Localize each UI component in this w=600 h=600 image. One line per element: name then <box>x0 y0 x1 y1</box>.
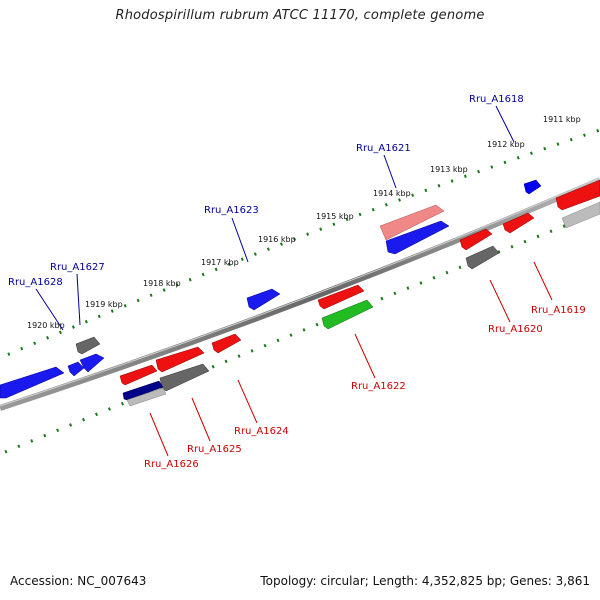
gene-rru-a1626[interactable] <box>122 380 164 401</box>
scale-label-1915: 1915 kbp <box>316 212 354 221</box>
leader-rru-a1621 <box>383 154 397 189</box>
gene-rru-a1622[interactable] <box>321 299 374 330</box>
label-rru-a1622[interactable]: Rru_A1622 <box>351 381 406 392</box>
label-rru-a1626[interactable]: Rru_A1626 <box>144 459 199 470</box>
label-rru-a1627[interactable]: Rru_A1627 <box>50 262 105 273</box>
gene-rru-a1620-grey[interactable] <box>465 245 500 270</box>
leader-rru-a1628 <box>35 288 64 331</box>
scale-label-1920: 1920 kbp <box>27 321 65 330</box>
label-rru-a1624[interactable]: Rru_A1624 <box>234 426 289 437</box>
leader-rru-a1620 <box>489 279 511 323</box>
map-title: Rhodospirillum rubrum ATCC 11170, comple… <box>115 8 485 23</box>
forward-genes <box>0 179 542 399</box>
label-rru-a1621[interactable]: Rru_A1621 <box>356 143 411 154</box>
gene-rru-a1620-red[interactable] <box>502 212 535 234</box>
scale-label-1914: 1914 kbp <box>373 189 411 198</box>
gene-rru-a1625-red[interactable] <box>155 346 205 373</box>
gene-rru-a1626-red[interactable] <box>119 364 158 386</box>
gene-rru-a1623[interactable] <box>246 288 281 311</box>
leader-rru-a1624 <box>237 379 258 424</box>
gene-rru-a1619[interactable] <box>555 179 600 211</box>
scale-label-1918: 1918 kbp <box>143 279 181 288</box>
scale-label-1913: 1913 kbp <box>430 165 468 174</box>
gene-labels: Rru_A1618 Rru_A1621 Rru_A1623 Rru_A1627 … <box>8 94 586 470</box>
gene-rru-a1619-shadow <box>561 201 600 229</box>
accession-label: Accession: NC_007643 <box>10 574 147 588</box>
gene-rru-a1622-red[interactable] <box>317 284 365 310</box>
gene-rru-a1629[interactable] <box>0 366 65 399</box>
gene-rru-a1618[interactable] <box>523 179 542 195</box>
gene-rru-a1627[interactable] <box>79 353 105 373</box>
gene-rru-a1624[interactable] <box>211 333 242 354</box>
gene-rru-a1628[interactable] <box>67 361 85 377</box>
gene-rru-a1626-shadow <box>126 387 167 407</box>
leader-rru-a1626 <box>149 412 169 457</box>
genome-stats-label: Topology: circular; Length: 4,352,825 bp… <box>260 574 590 588</box>
scale-label-1919: 1919 kbp <box>85 300 123 309</box>
label-rru-a1619[interactable]: Rru_A1619 <box>531 305 586 316</box>
leader-rru-a1618 <box>495 105 515 143</box>
genome-backbone <box>0 177 600 411</box>
leader-rru-a1622 <box>354 333 376 379</box>
label-rru-a1625[interactable]: Rru_A1625 <box>187 444 242 455</box>
leader-rru-a1625 <box>191 397 211 442</box>
genome-backbone-highlight <box>0 177 600 407</box>
scale-label-1912: 1912 kbp <box>487 140 525 149</box>
gene-rru-a1621-shadow <box>379 204 445 241</box>
leader-rru-a1627 <box>76 273 81 326</box>
label-rru-a1628[interactable]: Rru_A1628 <box>8 277 63 288</box>
leader-rru-a1623 <box>231 217 249 263</box>
gene-rru-a1620[interactable] <box>459 228 493 251</box>
scale-label-1916: 1916 kbp <box>258 235 296 244</box>
scale-labels: 1911 kbp 1912 kbp 1913 kbp 1914 kbp 1915… <box>27 115 581 330</box>
gene-pseudo-near-1627[interactable] <box>75 336 101 355</box>
label-leaders <box>35 105 553 457</box>
leader-rru-a1619 <box>533 261 553 301</box>
label-rru-a1623[interactable]: Rru_A1623 <box>204 205 259 216</box>
reverse-genes <box>119 179 600 407</box>
scale-label-1911: 1911 kbp <box>543 115 581 124</box>
gene-rru-a1621[interactable] <box>385 220 450 255</box>
scale-label-1917: 1917 kbp <box>201 258 239 267</box>
label-rru-a1620[interactable]: Rru_A1620 <box>488 324 543 335</box>
label-rru-a1618[interactable]: Rru_A1618 <box>469 94 524 105</box>
